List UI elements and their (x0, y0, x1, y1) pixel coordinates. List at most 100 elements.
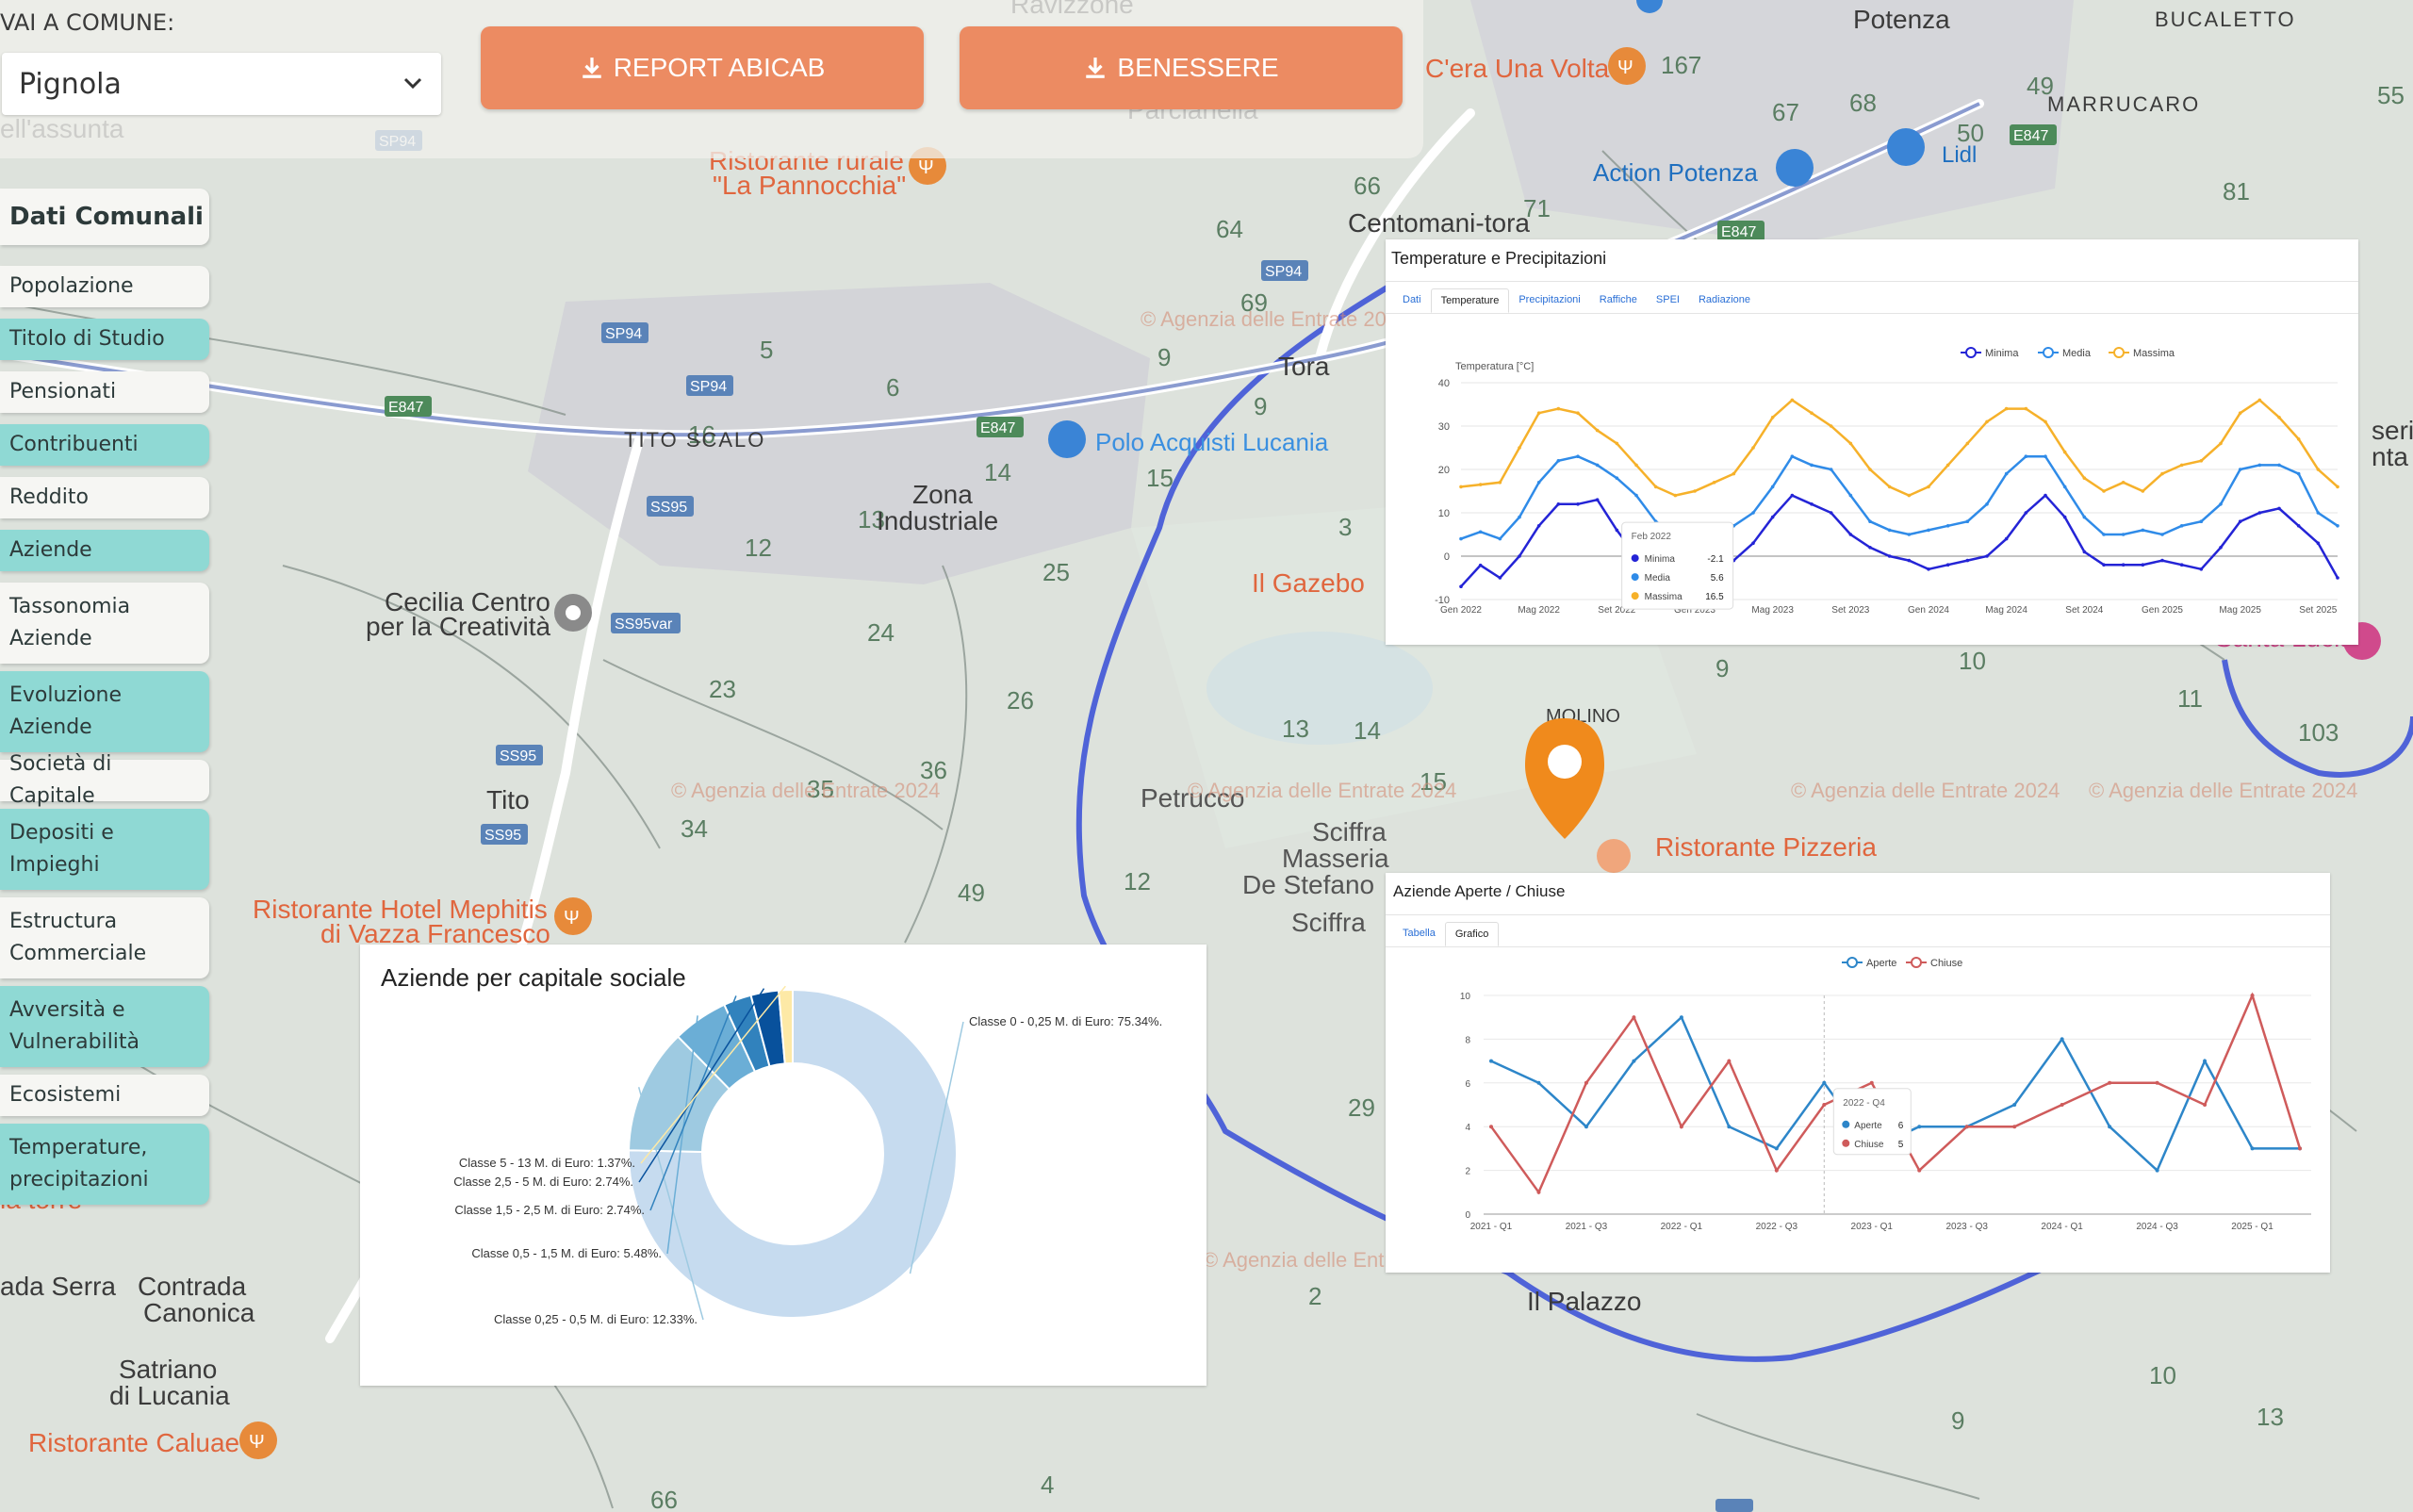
sidebar-item-temperature-precipitazioni[interactable]: Temperature, precipitazioni (0, 1124, 209, 1205)
legend-marker (1965, 347, 1977, 358)
slice-label: Classe 2,5 - 5 M. di Euro: 2.74%. (453, 1175, 633, 1189)
tab-dati[interactable]: Dati (1403, 294, 1421, 305)
y-tick-label: 30 (1438, 421, 1450, 433)
svg-text:26: 26 (1007, 686, 1034, 715)
tab-spei[interactable]: SPEI (1655, 294, 1680, 305)
sidebar-item-reddito[interactable]: Reddito (0, 477, 209, 518)
data-point (1927, 528, 1930, 533)
series-line-media (1460, 454, 2339, 541)
x-tick-label: 2022 - Q3 (1756, 1222, 1798, 1232)
data-point (1478, 563, 1483, 567)
svg-text:nta: nta (2372, 442, 2408, 471)
x-tick-label: Mag 2023 (1751, 605, 1794, 616)
data-point (2121, 533, 2126, 536)
sidebar-item-aziende[interactable]: Aziende (0, 530, 209, 571)
data-point (1790, 493, 1795, 498)
data-point (2296, 524, 2301, 528)
data-point (2199, 459, 2204, 463)
data-point (1536, 524, 1541, 528)
data-point (2004, 406, 2009, 411)
data-point (2108, 1125, 2112, 1129)
tab-temperature[interactable]: Temperature (1430, 288, 1510, 313)
svg-text:E847: E847 (1721, 224, 1756, 240)
sidebar-item-estructura-commerciale[interactable]: Estructura Commerciale (0, 897, 209, 978)
data-point (2044, 454, 2047, 458)
data-point (2336, 485, 2339, 489)
data-point (2160, 558, 2164, 563)
data-point (1887, 528, 1892, 533)
svg-text:12: 12 (745, 534, 772, 562)
data-point (1848, 493, 1853, 498)
tab-grafico[interactable]: Grafico (1444, 922, 1500, 946)
y-tick-label: -10 (1435, 595, 1450, 606)
tab-raffiche[interactable]: Raffiche (1599, 294, 1637, 305)
svg-text:SS95: SS95 (500, 748, 536, 764)
data-point (2024, 511, 2028, 515)
temperature-chart[interactable]: Temperatura [°C] -10 0 10 20 30 40 Gen 2022 Mag … (1386, 320, 2358, 641)
svg-text:© Agenzia delle Entrate 2024: © Agenzia delle Entrate 2024 (1791, 779, 2060, 802)
comune-select[interactable]: Pignola (2, 53, 441, 115)
svg-text:Masseria: Masseria (1282, 844, 1389, 873)
data-point (1917, 1125, 1922, 1129)
sidebar-item-popolazione[interactable]: Popolazione (0, 266, 209, 307)
temperature-panel: Temperature e Precipitazioni Dati Temper… (1386, 239, 2358, 645)
capitale-sociale-donut-chart[interactable]: Classe 0 - 0,25 M. di Euro: 75.34%. Class… (360, 945, 1206, 1386)
svg-text:9: 9 (1157, 343, 1171, 371)
x-tick-label: Gen 2024 (1908, 605, 1949, 616)
svg-text:103: 103 (2298, 718, 2339, 747)
aperte-chiuse-chart[interactable]: 0 2 4 6 8 10 2021 - Q1 2021 - Q3 2022 - Q1 2022 -… (1386, 948, 2330, 1269)
svg-text:Ψ: Ψ (249, 1432, 265, 1453)
x-tick-label: 2021 - Q3 (1566, 1222, 1608, 1232)
tooltip-marker (1842, 1139, 1850, 1147)
sidebar-item-contribuenti[interactable]: Contribuenti (0, 424, 209, 466)
tooltip-value: 5 (1898, 1140, 1904, 1150)
donut-slice (628, 988, 958, 1319)
sidebar-item-avversita-e-vulnerabilita[interactable]: Avversità e Vulnerabilità (0, 986, 209, 1067)
x-tick-label: Gen 2025 (2142, 605, 2183, 616)
data-point (1822, 1080, 1827, 1085)
data-point (2219, 502, 2223, 506)
data-point (1945, 463, 1950, 468)
data-point (2203, 1059, 2208, 1063)
legend-label: Chiuse (1930, 958, 1962, 969)
sidebar-item-evoluzione-aziende[interactable]: Evoluzione Aziende (0, 671, 209, 752)
data-point (1790, 398, 1795, 403)
data-point (2062, 515, 2067, 519)
tooltip-marker (1631, 554, 1639, 563)
svg-text:per la Creatività: per la Creatività (366, 612, 551, 641)
sidebar-item-titolo-di-studio[interactable]: Titolo di Studio (0, 319, 209, 360)
sidebar-item-ecosistemi[interactable]: Ecosistemi (0, 1075, 209, 1116)
sidebar-item-tassonomia-aziende[interactable]: Tassonomia Aziende (0, 583, 209, 664)
data-point (2108, 1080, 2112, 1085)
benessere-button[interactable]: BENESSERE (960, 26, 1403, 109)
tab-radiazione[interactable]: Radiazione (1698, 294, 1751, 305)
svg-text:Ristorante Hotel Mephitis: Ristorante Hotel Mephitis (253, 895, 548, 924)
svg-text:Ψ: Ψ (1617, 58, 1633, 78)
tab-tabella[interactable]: Tabella (1403, 928, 1436, 939)
sidebar-item-societa-di-capitale[interactable]: Società di Capitale (0, 752, 209, 808)
svg-text:© Agenzia delle Entrate 2024: © Agenzia delle Entrate 2024 (2089, 779, 2357, 802)
svg-text:2: 2 (1308, 1282, 1321, 1310)
tooltip-label: Media (1645, 573, 1671, 583)
tooltip-value: 6 (1898, 1121, 1904, 1131)
data-point (2044, 493, 2047, 498)
data-point (2277, 463, 2281, 468)
capitale-sociale-title: Aziende per capitale sociale (381, 963, 686, 992)
svg-text:49: 49 (958, 879, 985, 907)
x-tick-label: 2024 - Q1 (2041, 1222, 2083, 1232)
svg-text:Ψ: Ψ (918, 157, 934, 178)
sidebar-item-depositi-e-impieghi[interactable]: Depositi e Impieghi (0, 809, 209, 890)
data-point (2336, 576, 2339, 580)
data-point (1985, 419, 1989, 424)
sidebar-item-pensionati[interactable]: Pensionati (0, 371, 209, 413)
data-point (1576, 454, 1580, 458)
tab-precipitazioni[interactable]: Precipitazioni (1518, 294, 1581, 305)
data-point (1732, 471, 1736, 476)
data-point (2121, 481, 2126, 485)
report-abicab-button[interactable]: REPORT ABICAB (481, 26, 924, 109)
data-point (2257, 511, 2262, 515)
data-point (2179, 463, 2184, 468)
data-point (2012, 1103, 2017, 1107)
x-tick-label: Set 2023 (1831, 605, 1869, 616)
x-tick-label: 2025 - Q1 (2231, 1222, 2273, 1232)
